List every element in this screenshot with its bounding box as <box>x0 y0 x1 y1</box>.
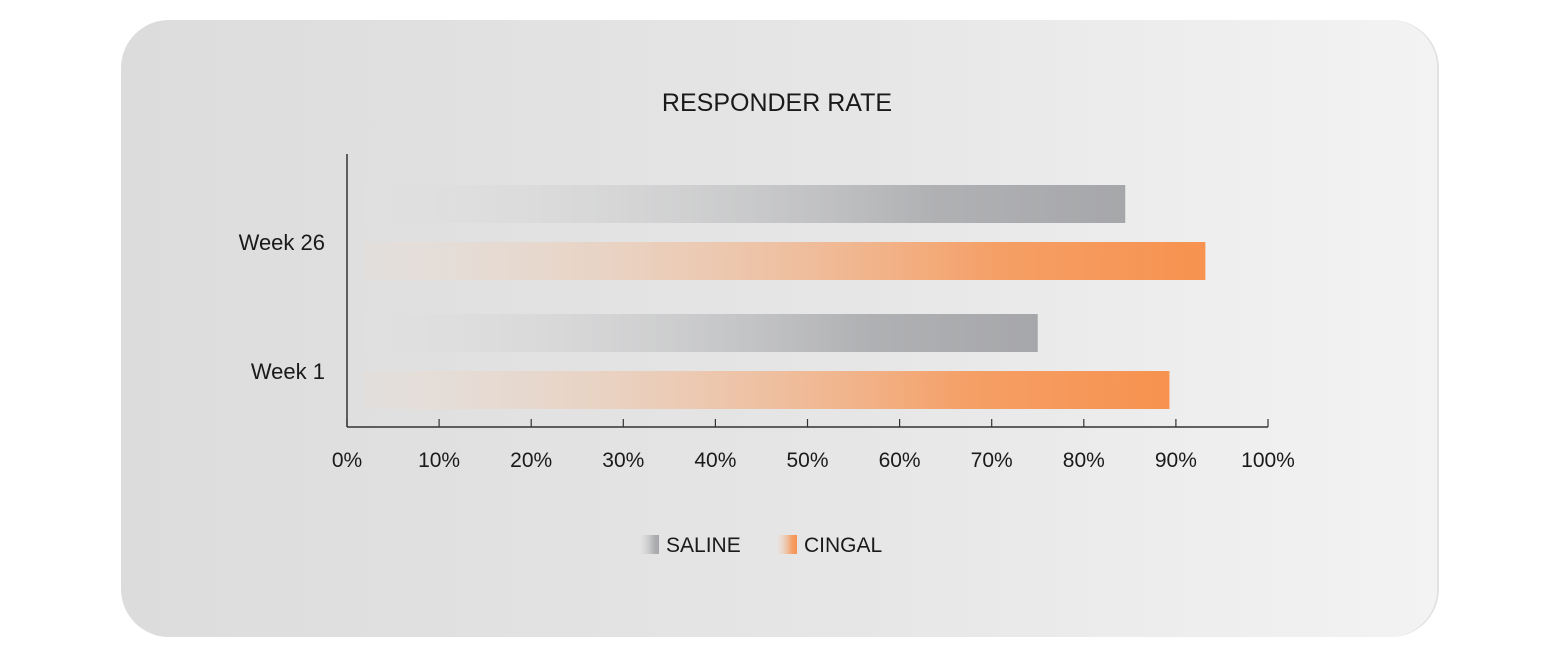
bars-layer <box>363 185 1206 409</box>
category-label-week-1: Week 1 <box>251 359 325 384</box>
legend-swatch-saline <box>639 535 659 554</box>
bar-saline-week-1 <box>363 314 1038 352</box>
x-tick-label: 60% <box>879 449 921 472</box>
bar-saline-week-26 <box>363 185 1126 223</box>
bar-cingal-week-26 <box>363 242 1206 280</box>
x-tick-label: 50% <box>786 449 828 472</box>
x-tick-label: 10% <box>418 449 460 472</box>
x-tick-label: 30% <box>602 449 644 472</box>
category-label-week-26: Week 26 <box>239 230 325 255</box>
category-labels: Week 26 Week 1 <box>239 230 325 384</box>
x-tick-label: 20% <box>510 449 552 472</box>
legend-swatch-cingal <box>777 535 797 554</box>
legend: SALINE CINGAL <box>639 534 882 557</box>
x-tick-label: 40% <box>694 449 736 472</box>
x-axis-ticks: 0% 10% 20% 30% 40% 50% 60% 70% 80% 90% 100% <box>332 419 1295 472</box>
x-tick-label: 100% <box>1241 449 1295 472</box>
chart-title: RESPONDER RATE <box>662 89 892 117</box>
legend-label-cingal: CINGAL <box>804 534 882 557</box>
bar-cingal-week-1 <box>363 371 1170 409</box>
x-tick-label: 0% <box>332 449 362 472</box>
x-tick-label: 70% <box>971 449 1013 472</box>
legend-label-saline: SALINE <box>666 534 741 557</box>
x-tick-label: 80% <box>1063 449 1105 472</box>
x-tick-label: 90% <box>1155 449 1197 472</box>
